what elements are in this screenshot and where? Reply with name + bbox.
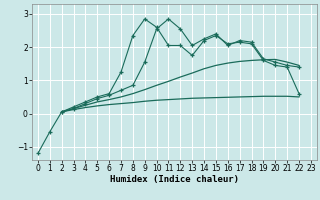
X-axis label: Humidex (Indice chaleur): Humidex (Indice chaleur) (110, 175, 239, 184)
